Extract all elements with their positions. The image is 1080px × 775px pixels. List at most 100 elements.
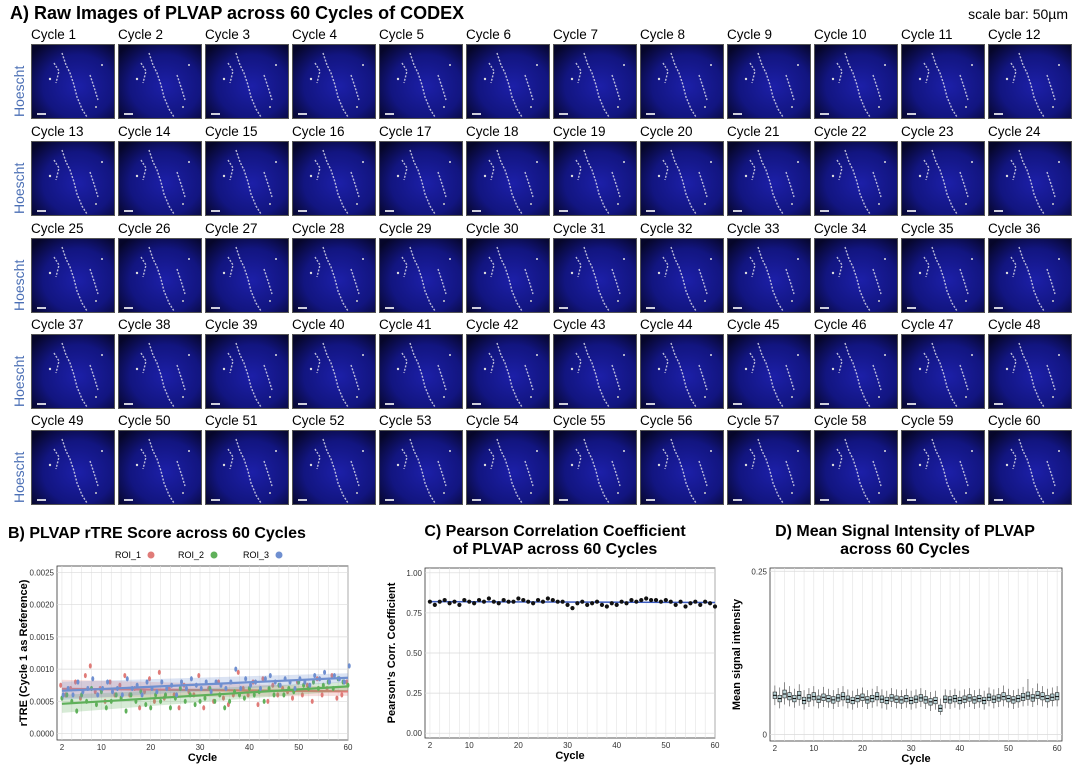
cycle-image[interactable] — [988, 238, 1072, 313]
y-axis-title: Pearson's Corr. Coefficient — [386, 582, 398, 723]
cycle-image[interactable] — [727, 430, 811, 505]
y-tick-label: 0.0025 — [30, 568, 55, 577]
cycle-image[interactable] — [727, 44, 811, 119]
cycle-image[interactable] — [205, 238, 289, 313]
cycle-image[interactable] — [466, 334, 550, 409]
cycle-image[interactable] — [31, 430, 115, 505]
cycle-image[interactable] — [292, 44, 376, 119]
cycle-image[interactable] — [466, 430, 550, 505]
x-tick-label: 2 — [60, 743, 65, 752]
cycle-image[interactable] — [379, 238, 463, 313]
cycle-image[interactable] — [31, 44, 115, 119]
data-point — [629, 597, 634, 603]
cycle-image[interactable] — [727, 141, 811, 216]
y-tick-label: 0 — [763, 730, 768, 739]
cycle-image[interactable] — [292, 238, 376, 313]
cycle-image[interactable] — [901, 44, 985, 119]
cycle-image[interactable] — [988, 430, 1072, 505]
cycle-image[interactable] — [118, 334, 202, 409]
data-point — [81, 689, 85, 695]
row-label-hoescht: Hoescht — [11, 451, 27, 503]
cycle-image[interactable] — [118, 44, 202, 119]
cycle-image[interactable] — [640, 238, 724, 313]
cycle-label: Cycle 45 — [727, 317, 780, 332]
cycle-image[interactable] — [640, 334, 724, 409]
cycle-image[interactable] — [814, 238, 898, 313]
panel-d-title: D) Mean Signal Intensity of PLVAP across… — [740, 523, 1070, 559]
legend-label: ROI_1 — [115, 550, 141, 560]
cycle-image[interactable] — [292, 334, 376, 409]
data-point — [175, 692, 179, 698]
cycle-image[interactable] — [814, 141, 898, 216]
cycle-image[interactable] — [901, 141, 985, 216]
data-point — [511, 599, 516, 604]
cycle-image[interactable] — [640, 44, 724, 119]
cycle-image[interactable] — [553, 334, 637, 409]
cycle-image[interactable] — [292, 141, 376, 216]
cycle-image[interactable] — [814, 430, 898, 505]
cycle-image[interactable] — [814, 334, 898, 409]
cycle-image[interactable] — [727, 238, 811, 313]
cycle-image[interactable] — [553, 238, 637, 313]
cycle-image[interactable] — [553, 44, 637, 119]
cycle-image[interactable] — [901, 238, 985, 313]
cycle-image[interactable] — [379, 430, 463, 505]
cycle-image[interactable] — [205, 430, 289, 505]
cycle-image[interactable] — [118, 430, 202, 505]
cycle-image[interactable] — [727, 334, 811, 409]
legend-label: ROI_2 — [178, 550, 204, 560]
cycle-image[interactable] — [379, 141, 463, 216]
data-point — [560, 599, 565, 604]
x-tick-label: 60 — [344, 743, 353, 752]
cycle-image[interactable] — [553, 141, 637, 216]
cycle-image[interactable] — [466, 141, 550, 216]
cycle-image[interactable] — [640, 141, 724, 216]
cycle-image[interactable] — [292, 430, 376, 505]
data-point — [165, 685, 169, 692]
data-point — [149, 705, 153, 711]
data-point — [668, 599, 673, 604]
cycle-label: Cycle 24 — [988, 124, 1041, 139]
data-point — [178, 685, 182, 692]
data-point — [183, 698, 187, 704]
data-point — [134, 698, 138, 704]
cycle-image[interactable] — [466, 238, 550, 313]
data-point — [320, 692, 324, 698]
data-point — [310, 698, 314, 704]
cycle-image[interactable] — [553, 430, 637, 505]
cycle-image[interactable] — [814, 44, 898, 119]
scale-bar-note: scale bar: 50µm — [968, 6, 1068, 22]
data-point — [198, 698, 202, 704]
cycle-image[interactable] — [379, 44, 463, 119]
data-point — [86, 685, 90, 692]
cycle-image[interactable] — [31, 141, 115, 216]
cycle-image[interactable] — [118, 141, 202, 216]
cycle-image[interactable] — [640, 430, 724, 505]
cycle-image[interactable] — [31, 238, 115, 313]
cycle-image[interactable] — [988, 44, 1072, 119]
data-point — [144, 701, 148, 708]
cycle-image[interactable] — [118, 238, 202, 313]
cycle-image[interactable] — [988, 141, 1072, 216]
cycle-label: Cycle 44 — [640, 317, 693, 332]
x-tick-label: 40 — [245, 743, 254, 752]
cycle-image[interactable] — [205, 141, 289, 216]
cycle-image[interactable] — [205, 334, 289, 409]
data-point — [124, 708, 128, 714]
data-point — [619, 599, 624, 604]
plot-area — [56, 565, 349, 741]
cycle-image[interactable] — [379, 334, 463, 409]
cycle-image[interactable] — [205, 44, 289, 119]
cycle-label: Cycle 19 — [553, 124, 606, 139]
data-point — [266, 698, 270, 704]
trend-line — [429, 600, 716, 604]
data-point — [288, 679, 292, 685]
cycle-image[interactable] — [901, 430, 985, 505]
cycle-image[interactable] — [31, 334, 115, 409]
cycle-image[interactable] — [466, 44, 550, 119]
cycle-image[interactable] — [901, 334, 985, 409]
trend-band — [61, 673, 349, 700]
cycle-image[interactable] — [988, 334, 1072, 409]
x-tick-label: 2 — [428, 741, 433, 750]
cycle-label: Cycle 10 — [814, 27, 867, 42]
